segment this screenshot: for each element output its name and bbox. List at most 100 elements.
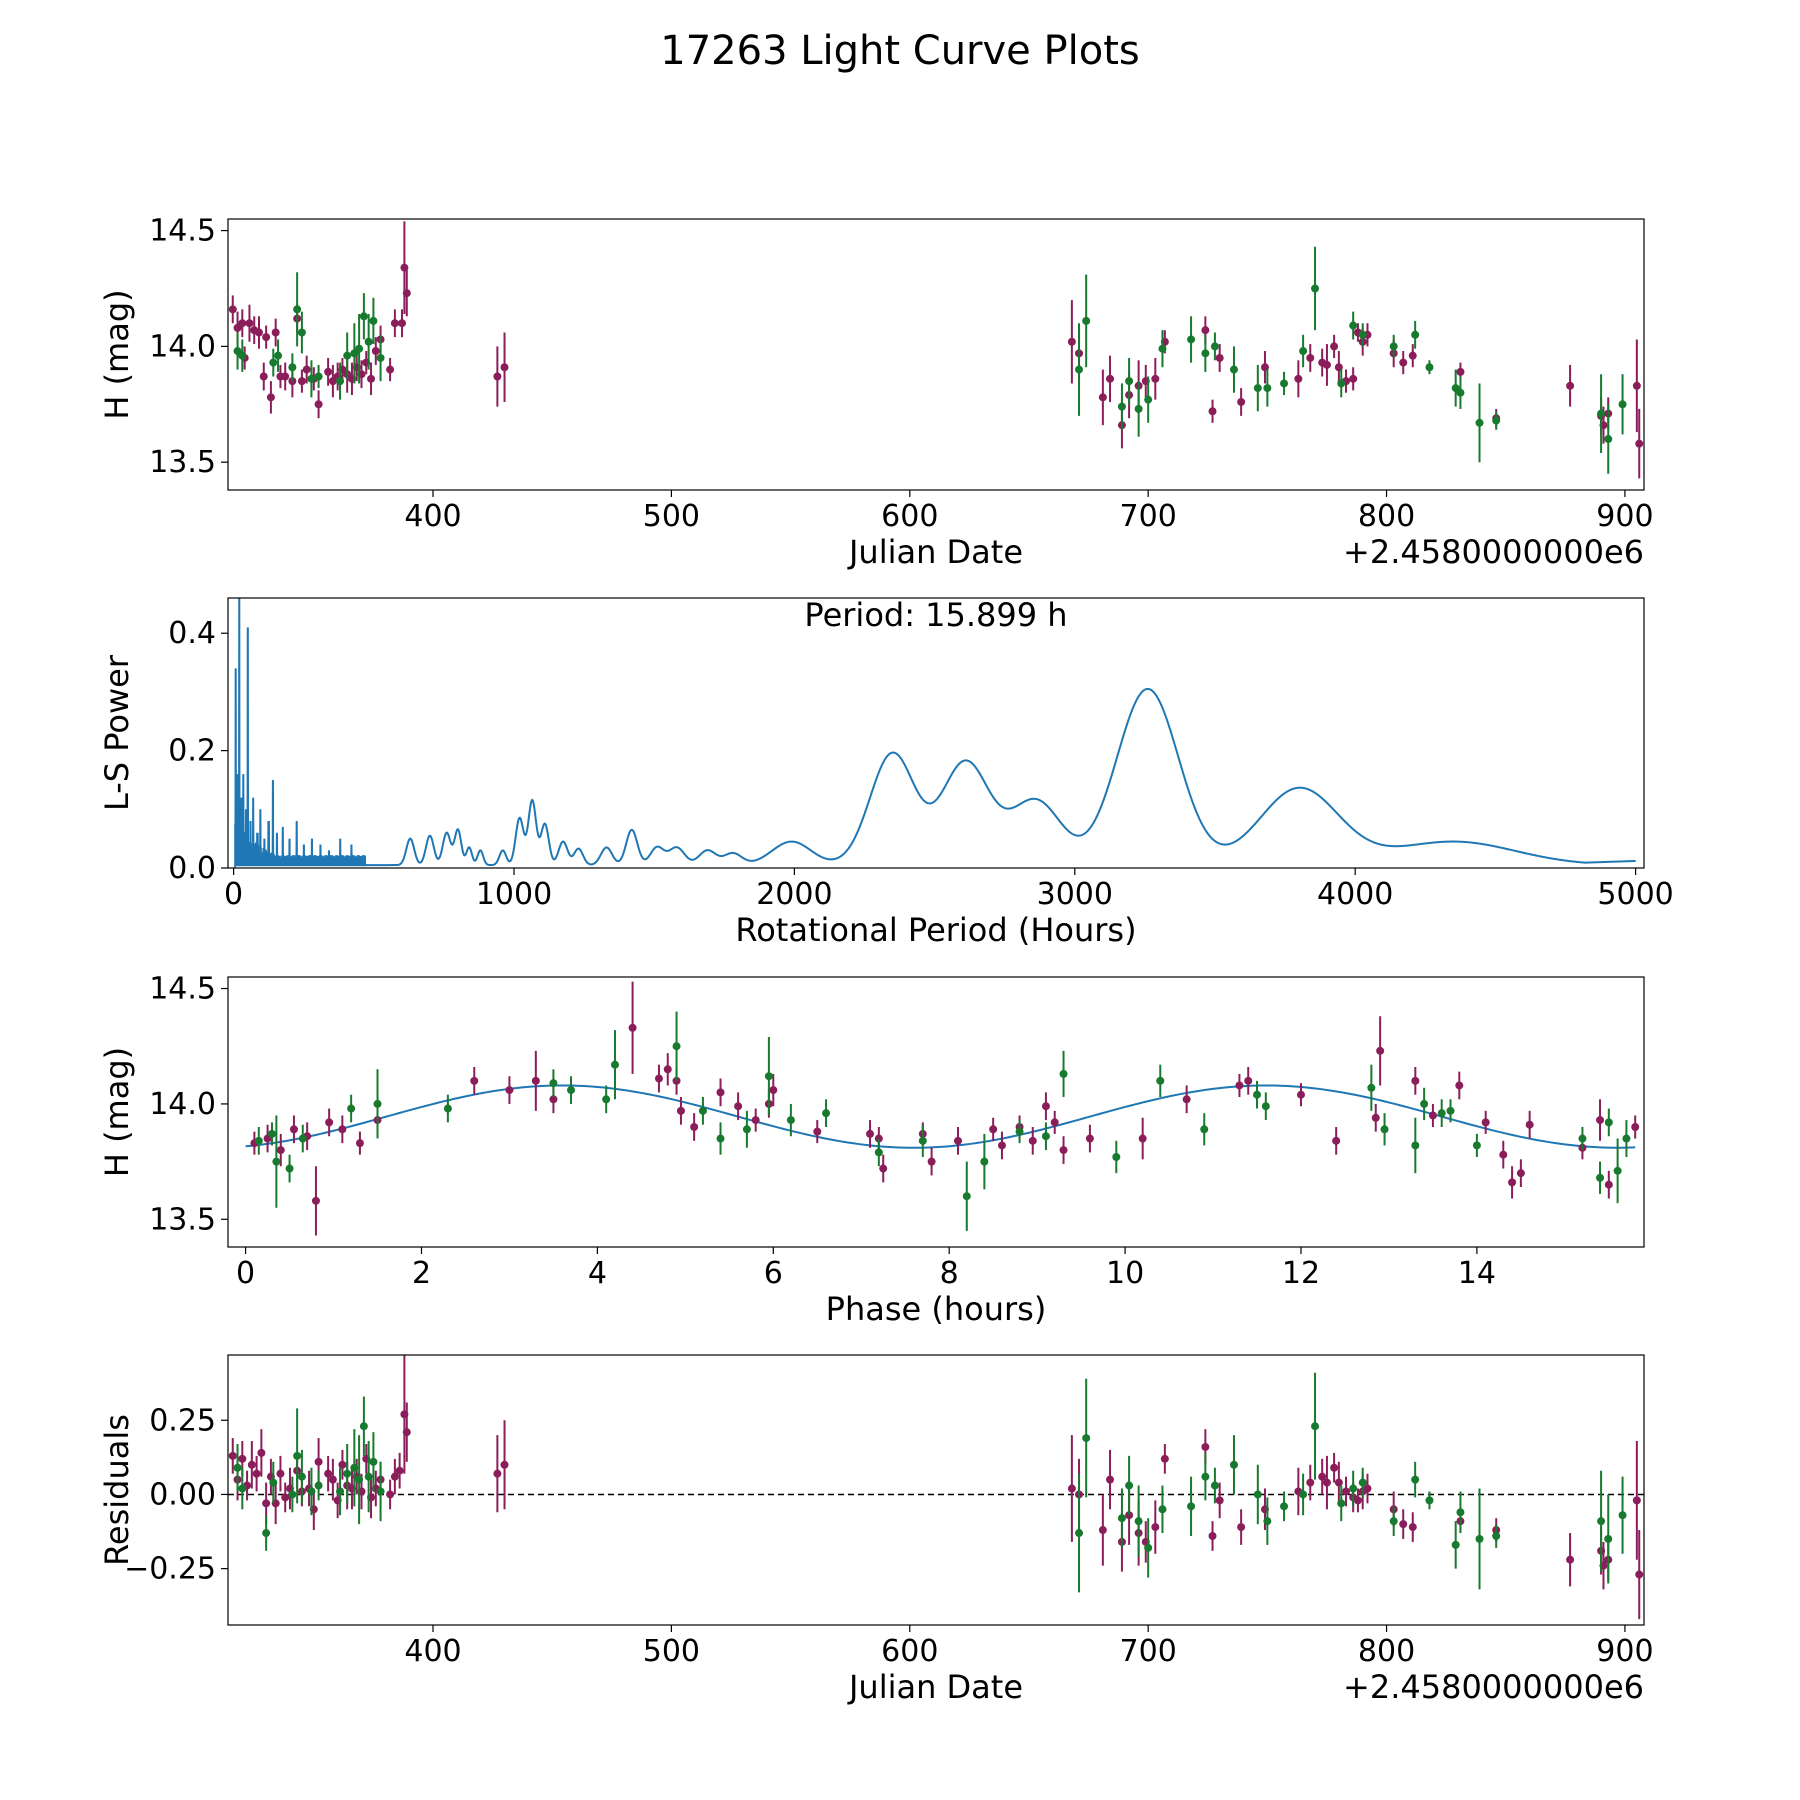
series-b: [233, 246, 1627, 474]
data-point: [1446, 1106, 1455, 1115]
model-curve: [245, 1084, 1636, 1149]
data-point: [1456, 1508, 1465, 1517]
data-point: [281, 372, 290, 381]
data-point: [1425, 363, 1434, 372]
data-point: [338, 1460, 347, 1469]
data-point: [355, 1475, 364, 1484]
data-point: [1015, 1127, 1024, 1136]
data-point: [276, 1469, 285, 1478]
data-point: [1187, 335, 1196, 344]
data-point: [1098, 1526, 1107, 1535]
data-point: [610, 1060, 619, 1069]
data-point: [1082, 1434, 1091, 1443]
figure-title: 17263 Light Curve Plots: [660, 28, 1140, 74]
data-point: [628, 1023, 637, 1032]
axes-frame: [227, 218, 1645, 491]
data-point: [398, 319, 407, 328]
data-point: [1367, 1083, 1376, 1092]
data-point: [1210, 342, 1219, 351]
data-point: [336, 1487, 345, 1496]
data-point: [1294, 374, 1303, 383]
data-point: [390, 319, 399, 328]
data-point: [293, 1451, 302, 1460]
data-point: [314, 400, 323, 409]
data-point: [1059, 1146, 1068, 1155]
data-point: [1635, 1570, 1644, 1579]
panel-lightcurve: 400 500 600 700 800 900 13.5 14.0 14.5 Julian Dat…: [98, 214, 1654, 571]
data-point: [364, 1472, 373, 1481]
plot-area-residuals: [228, 1355, 1644, 1620]
data-point: [1117, 402, 1126, 411]
data-point: [690, 1123, 699, 1131]
data-point: [1425, 1496, 1434, 1505]
data-point: [1472, 1141, 1481, 1150]
data-point: [1296, 1090, 1305, 1099]
data-point: [1125, 377, 1134, 386]
data-point: [602, 1095, 611, 1104]
x-tick-label: 500: [643, 1634, 700, 1669]
data-point: [1334, 1478, 1343, 1487]
data-point: [1263, 384, 1272, 393]
panel-periodogram: 0 1000 2000 3000 4000 5000 0.0 0.2 0.4 Rotational…: [98, 596, 1674, 949]
data-point: [254, 328, 263, 337]
data-point: [1566, 1555, 1575, 1564]
data-point: [395, 1466, 404, 1475]
data-point: [1215, 1496, 1224, 1505]
y-tick-label: 13.5: [149, 1202, 216, 1237]
data-point: [1349, 374, 1358, 383]
data-point: [1208, 1531, 1217, 1540]
data-point: [1244, 1076, 1253, 1085]
data-point: [369, 316, 378, 325]
data-point: [698, 1106, 707, 1115]
data-point: [1117, 1514, 1126, 1523]
data-point: [1082, 316, 1091, 325]
data-point: [297, 377, 306, 386]
data-point: [1106, 1475, 1115, 1484]
data-point: [257, 1448, 266, 1457]
y-tick-label: −0.25: [124, 1552, 216, 1587]
data-point: [962, 1192, 971, 1201]
data-point: [1597, 1517, 1606, 1526]
data-point: [238, 319, 247, 328]
x-tick-label: 5000: [1597, 877, 1673, 912]
x-tick-label: 400: [404, 1634, 461, 1669]
y-tick-label: 0.0: [168, 851, 216, 886]
data-point: [1210, 1481, 1219, 1490]
plot-area-periodogram: [234, 598, 1636, 868]
data-point: [1318, 1472, 1327, 1481]
y-tick-label: 14.5: [149, 214, 216, 249]
data-point: [402, 289, 411, 298]
data-point: [997, 1141, 1006, 1150]
x-tick-label: 2: [412, 1256, 431, 1291]
data-point: [549, 1095, 558, 1104]
data-point: [927, 1157, 936, 1166]
data-point: [1075, 1529, 1084, 1538]
axes-frame: [227, 597, 1645, 869]
x-tick-label: 14: [1458, 1256, 1496, 1291]
data-point: [1299, 1490, 1308, 1499]
data-point: [1322, 360, 1331, 369]
data-point: [1566, 381, 1575, 390]
data-point: [367, 374, 376, 383]
data-point: [1596, 1173, 1605, 1182]
panel-phased: 0 2 4 6 8 10 12 14 13.5 14.0 14.5 Phase (hours) H (m…: [98, 972, 1645, 1328]
data-point: [228, 1451, 237, 1460]
data-point: [347, 1104, 356, 1113]
data-point: [272, 1157, 281, 1166]
data-point: [874, 1148, 883, 1157]
x-tick-label: 800: [1358, 499, 1415, 534]
data-point: [297, 328, 306, 337]
data-point: [274, 351, 283, 360]
x-tick-label: 900: [1596, 1634, 1653, 1669]
data-point: [1622, 1134, 1631, 1143]
periodogram-line: [365, 687, 1636, 867]
data-point: [493, 1469, 502, 1478]
data-point: [1618, 400, 1627, 409]
x-tick-label: 700: [1120, 499, 1177, 534]
data-point: [1322, 1478, 1331, 1487]
data-point: [328, 1475, 337, 1484]
data-point: [980, 1157, 989, 1166]
data-point: [672, 1042, 681, 1051]
data-point: [1160, 1454, 1169, 1463]
x-tick-label: 500: [643, 499, 700, 534]
